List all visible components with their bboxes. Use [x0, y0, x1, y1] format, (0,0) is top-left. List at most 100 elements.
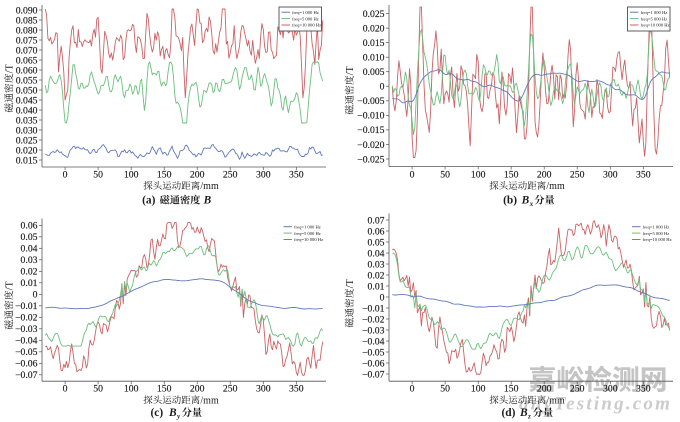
svg-text:freq=1 000 Hz: freq=1 000 Hz [641, 10, 668, 15]
svg-text:0.01: 0.01 [21, 278, 38, 289]
svg-text:0: 0 [380, 292, 385, 303]
svg-text:200: 200 [537, 384, 552, 395]
svg-text:−0.04: −0.04 [362, 336, 385, 347]
svg-text:0.080: 0.080 [16, 25, 38, 36]
svg-text:100: 100 [124, 170, 139, 181]
svg-text:−0.06: −0.06 [15, 359, 38, 370]
svg-text:350: 350 [289, 384, 304, 395]
svg-text:0.06: 0.06 [368, 226, 385, 237]
svg-text:(b): (b) [503, 195, 517, 207]
svg-text:0.03: 0.03 [21, 255, 38, 266]
svg-text:250: 250 [223, 170, 238, 181]
svg-text:0.050: 0.050 [16, 85, 38, 96]
svg-text:0.020: 0.020 [16, 145, 38, 156]
svg-text:0.020: 0.020 [363, 23, 385, 34]
svg-text:0.005: 0.005 [363, 67, 385, 78]
svg-text:−0.04: −0.04 [15, 336, 38, 347]
svg-text:−0.02: −0.02 [362, 314, 385, 325]
svg-text:100: 100 [471, 170, 486, 181]
svg-text:(d): (d) [502, 407, 516, 419]
svg-text:0: 0 [63, 170, 68, 181]
svg-text:freq=10 000 Hz: freq=10 000 Hz [643, 237, 672, 242]
svg-text:0: 0 [410, 170, 415, 181]
svg-text:0.015: 0.015 [363, 38, 385, 49]
svg-text:0.02: 0.02 [368, 270, 385, 281]
svg-text:freq=10 000 Hz: freq=10 000 Hz [292, 23, 321, 28]
svg-text:0.07: 0.07 [368, 215, 385, 226]
svg-text:0.065: 0.065 [16, 55, 38, 66]
svg-text:0: 0 [410, 384, 415, 395]
svg-text:(c): (c) [151, 407, 164, 419]
svg-text:B: B [168, 407, 177, 419]
svg-text:200: 200 [537, 170, 552, 181]
svg-text:50: 50 [440, 384, 450, 395]
svg-text:0.055: 0.055 [16, 75, 38, 86]
svg-text:−0.02: −0.02 [15, 313, 38, 324]
svg-text:−0.01: −0.01 [362, 303, 385, 314]
svg-text:50: 50 [93, 384, 103, 395]
svg-text:300: 300 [256, 170, 271, 181]
svg-text:50: 50 [440, 170, 450, 181]
svg-text:−0.05: −0.05 [362, 347, 385, 358]
svg-text:0.060: 0.060 [16, 65, 38, 76]
svg-text:−0.025: −0.025 [357, 154, 384, 165]
svg-text:freq=10 000 Hz: freq=10 000 Hz [641, 23, 670, 28]
svg-text:freq=1 000 Hz: freq=1 000 Hz [292, 10, 319, 15]
svg-text:0: 0 [380, 82, 385, 93]
svg-text:0.070: 0.070 [16, 45, 38, 56]
svg-text:0.010: 0.010 [363, 53, 385, 64]
svg-text:/T: /T [345, 278, 356, 288]
svg-text:0.05: 0.05 [368, 237, 385, 248]
svg-text:250: 250 [223, 384, 238, 395]
svg-text:200: 200 [190, 170, 205, 181]
svg-text:0.03: 0.03 [368, 259, 385, 270]
svg-text:y: y [176, 413, 181, 420]
svg-text:/T: /T [345, 65, 356, 75]
svg-text:0.05: 0.05 [21, 232, 38, 243]
svg-text:0: 0 [63, 384, 68, 395]
svg-text:0.045: 0.045 [16, 95, 38, 106]
svg-text:150: 150 [157, 170, 172, 181]
svg-text:200: 200 [190, 384, 205, 395]
svg-text:0.075: 0.075 [16, 35, 38, 46]
svg-text:100: 100 [124, 384, 139, 395]
svg-text:−0.010: −0.010 [357, 111, 384, 122]
svg-text:(a): (a) [142, 195, 155, 207]
svg-text:/T: /T [4, 280, 15, 290]
svg-text:z: z [527, 413, 531, 420]
svg-text:/T: /T [4, 63, 15, 73]
svg-text:50: 50 [93, 170, 103, 181]
svg-text:−0.01: −0.01 [15, 301, 38, 312]
svg-text:350: 350 [289, 170, 304, 181]
svg-text:freq=1 000 Hz: freq=1 000 Hz [294, 224, 321, 229]
svg-text:0.04: 0.04 [368, 248, 385, 259]
svg-text:freq=10 000 Hz: freq=10 000 Hz [294, 237, 323, 242]
svg-text:350: 350 [636, 384, 651, 395]
svg-text:−0.06: −0.06 [362, 358, 385, 369]
svg-text:0.04: 0.04 [21, 244, 38, 255]
svg-text:freq=5 000 Hz: freq=5 000 Hz [641, 16, 668, 21]
svg-text:100: 100 [471, 384, 486, 395]
svg-text:150: 150 [504, 384, 519, 395]
svg-text:300: 300 [256, 384, 271, 395]
svg-text:0.030: 0.030 [16, 125, 38, 136]
svg-text:/mm: /mm [200, 181, 219, 192]
svg-text:300: 300 [603, 170, 618, 181]
svg-text:/mm: /mm [200, 395, 219, 406]
svg-text:0.02: 0.02 [21, 267, 38, 278]
svg-text:0.025: 0.025 [16, 135, 38, 146]
svg-text:/mm: /mm [546, 395, 565, 406]
svg-text:−0.005: −0.005 [357, 96, 384, 107]
svg-text:250: 250 [570, 384, 585, 395]
svg-text:freq=5 000 Hz: freq=5 000 Hz [292, 16, 319, 21]
svg-text:150: 150 [157, 384, 172, 395]
svg-text:0.085: 0.085 [16, 15, 38, 26]
svg-text:−0.020: −0.020 [357, 140, 384, 151]
svg-text:B: B [519, 407, 528, 419]
svg-text:250: 250 [570, 170, 585, 181]
svg-text:0: 0 [33, 290, 38, 301]
svg-text:B: B [203, 195, 212, 207]
svg-text:−0.07: −0.07 [362, 369, 385, 380]
svg-text:0.01: 0.01 [368, 281, 385, 292]
svg-text:0.090: 0.090 [16, 5, 38, 16]
